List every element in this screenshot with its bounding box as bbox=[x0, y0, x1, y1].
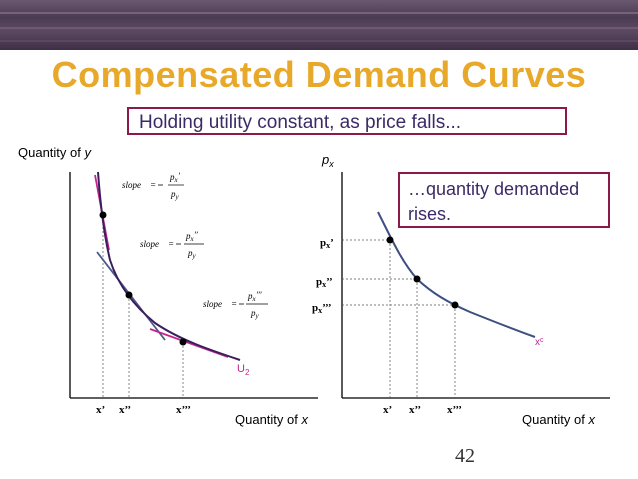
demand-point-1 bbox=[386, 236, 394, 244]
svg-text:py: py bbox=[187, 248, 197, 260]
left-y-axis-label: Quantity of y bbox=[18, 145, 92, 160]
tangency-point-3 bbox=[179, 338, 187, 346]
svg-text:py: py bbox=[250, 308, 260, 320]
svg-text:px’’’: px’’’ bbox=[247, 290, 262, 303]
svg-text:=: = bbox=[168, 239, 174, 249]
svg-text:px’: px’ bbox=[169, 171, 181, 184]
demand-point-3 bbox=[451, 301, 459, 309]
right-y-tick-1: px’ bbox=[320, 237, 334, 250]
right-y-axis-label: px bbox=[321, 152, 334, 169]
svg-text:slope: slope bbox=[140, 239, 159, 249]
left-x-tick-2: x’’ bbox=[119, 404, 131, 416]
svg-text:=: = bbox=[150, 180, 156, 190]
tangency-point-2 bbox=[125, 291, 133, 299]
slope-equation-3: slope = px’’’ py bbox=[203, 290, 268, 320]
slope-equation-1: slope = px’ py bbox=[122, 171, 184, 201]
callout-holding-utility: Holding utility constant, as price falls… bbox=[127, 107, 567, 135]
right-y-tick-3: px’’’ bbox=[312, 302, 331, 315]
compensated-demand-curve bbox=[377, 211, 536, 338]
right-x-tick-3: x’’’ bbox=[447, 404, 462, 416]
curve-label-xc: xc bbox=[535, 337, 544, 348]
svg-text:px’’: px’’ bbox=[185, 230, 198, 243]
callout-quantity-rises: …quantity demanded rises. bbox=[398, 172, 610, 228]
svg-text:=: = bbox=[231, 299, 237, 309]
indifference-curve-u2 bbox=[97, 171, 241, 361]
curve-label-u2: U2 bbox=[237, 363, 250, 377]
left-x-tick-1: x’ bbox=[96, 404, 105, 416]
slope-equation-2: slope = px’’ py bbox=[140, 230, 204, 260]
svg-text:slope: slope bbox=[122, 180, 141, 190]
header-banner bbox=[0, 0, 638, 50]
svg-text:slope: slope bbox=[203, 299, 222, 309]
right-x-tick-1: x’ bbox=[383, 404, 392, 416]
svg-text:py: py bbox=[170, 189, 180, 201]
demand-point-2 bbox=[413, 275, 421, 283]
page-number: 42 bbox=[455, 445, 475, 467]
right-x-tick-2: x’’ bbox=[409, 404, 421, 416]
left-x-tick-3: x’’’ bbox=[176, 404, 191, 416]
left-x-axis-label: Quantity of x bbox=[235, 412, 308, 427]
slide-title: Compensated Demand Curves bbox=[51, 54, 587, 95]
tangency-point-1 bbox=[99, 211, 107, 219]
right-y-tick-2: px’’ bbox=[316, 276, 333, 289]
right-x-axis-label: Quantity of x bbox=[522, 412, 595, 427]
